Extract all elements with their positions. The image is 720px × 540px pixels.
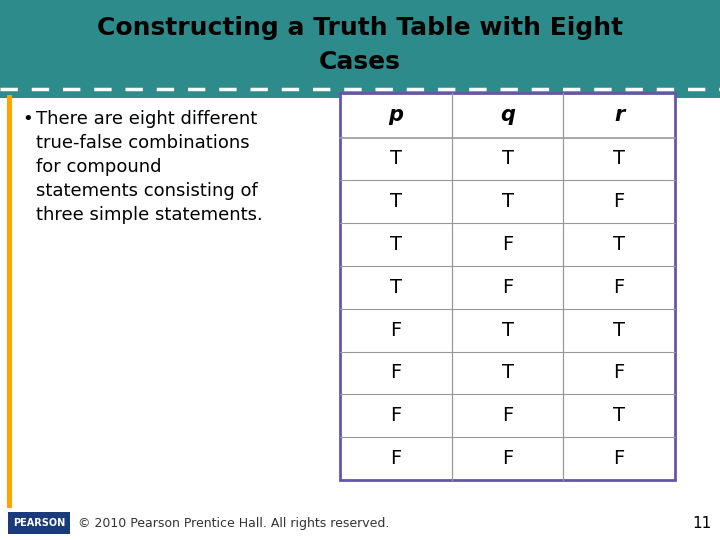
Text: F: F [502,449,513,468]
Text: PEARSON: PEARSON [13,518,65,528]
Text: T: T [390,192,402,211]
Text: for compound: for compound [36,158,161,176]
Text: •: • [22,110,32,128]
Text: Cases: Cases [319,50,401,74]
Text: F: F [613,278,625,297]
Text: F: F [390,449,402,468]
Text: F: F [502,406,513,426]
Text: T: T [390,150,402,168]
Text: Constructing a Truth Table with Eight: Constructing a Truth Table with Eight [97,16,623,40]
Text: F: F [502,235,513,254]
Text: 11: 11 [693,516,712,530]
Text: F: F [613,363,625,382]
Text: r: r [614,105,624,125]
Text: T: T [613,150,625,168]
Text: T: T [613,321,625,340]
Text: T: T [502,150,513,168]
Text: T: T [502,363,513,382]
Text: statements consisting of: statements consisting of [36,182,258,200]
Text: three simple statements.: three simple statements. [36,206,263,224]
Bar [0,0,720,90]
Text: F: F [390,321,402,340]
Text: p: p [388,105,403,125]
Bar [0,85,720,98]
Text: T: T [613,406,625,426]
Text: T: T [502,192,513,211]
Text: There are eight different: There are eight different [36,110,257,128]
Text: T: T [613,235,625,254]
Text: F: F [390,363,402,382]
Bar [8,512,70,534]
Text: T: T [502,321,513,340]
Text: F: F [613,192,625,211]
Text: T: T [390,278,402,297]
Text: F: F [613,449,625,468]
Text: true-false combinations: true-false combinations [36,134,250,152]
Text: q: q [500,105,515,125]
Text: F: F [390,406,402,426]
Text: F: F [502,278,513,297]
Bar [7,95,12,508]
Text: T: T [390,235,402,254]
Text: © 2010 Pearson Prentice Hall. All rights reserved.: © 2010 Pearson Prentice Hall. All rights… [78,516,390,530]
Bar [340,93,675,480]
